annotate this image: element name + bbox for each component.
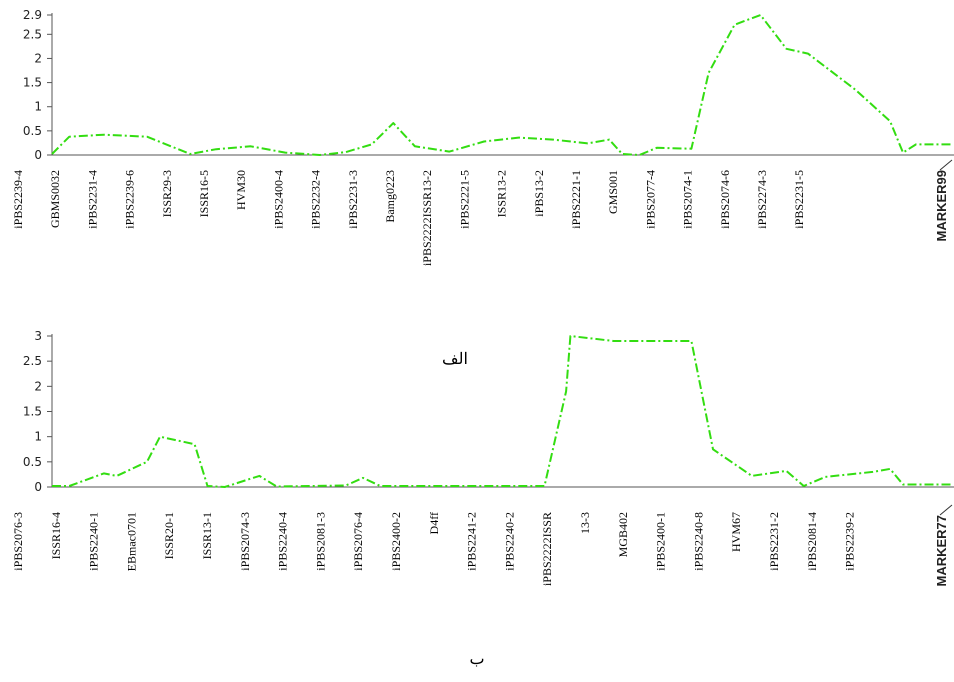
series-line (52, 335, 951, 488)
y-tick-label: 1.5 (23, 76, 42, 90)
x-tick-label: iPBS2221-5 (457, 170, 471, 229)
x-tick-label: ISSR13-2 (495, 170, 509, 217)
x-tick-label: iPBS13-2 (532, 170, 546, 217)
x-tick-label: iPBS2240-1 (87, 512, 101, 571)
y-tick-label: 2.5 (23, 27, 42, 41)
y-tick-label: 1 (34, 430, 42, 444)
chart-caption: الف (442, 349, 468, 368)
x-tick-label: iPBS2077-4 (643, 170, 657, 229)
x-tick-label: iPBS2074-3 (238, 512, 252, 571)
x-tick-label: HVM30 (234, 170, 248, 210)
series-line (51, 14, 951, 156)
y-tick-label: 0.5 (23, 455, 42, 469)
x-tick-label: iPBS2239-6 (123, 170, 137, 229)
x-tick-label: iPBS2074-6 (718, 170, 732, 229)
y-tick-label: 2.9 (23, 8, 42, 22)
marker-label: MARKER99 (934, 170, 949, 242)
y-tick-label: 2 (34, 51, 42, 65)
x-tick-label: iPBS2076-4 (351, 512, 365, 571)
x-tick-label: 13-3 (578, 512, 592, 534)
x-tick-label: iPBS2231-4 (85, 170, 99, 229)
marker-label: MARKER77 (934, 515, 949, 587)
chart-caption: ب (469, 649, 484, 668)
x-tick-label: iPBS2274-3 (755, 170, 769, 229)
x-tick-label: iPBS2081-4 (805, 512, 819, 571)
x-tick-label: GMS001 (606, 170, 620, 214)
x-tick-label: iPBS2400-2 (389, 512, 403, 571)
x-tick-label: iPBS2231-3 (346, 170, 360, 229)
y-tick-label: 0 (34, 148, 42, 162)
y-tick-label: 1.5 (23, 405, 42, 419)
chart-alef: 2.9 2.5 2 1.5 1 0.5 0 iPBS2239-4 GBMS0032 iPBS223… (11, 8, 954, 368)
x-tick-label: iPBS2239-2 (843, 512, 857, 571)
y-tick-label: 2 (34, 379, 42, 393)
x-tick-label: iPBS2074-1 (681, 170, 695, 229)
x-tick-label: iPBS2400-1 (654, 512, 668, 571)
x-tick-label: iPBS2222ISSR13-2 (420, 170, 434, 266)
y-tick-label: 1 (34, 100, 42, 114)
y-tick-label: 0.5 (23, 124, 42, 138)
x-tick-label: iPBS2240-8 (691, 512, 705, 571)
x-tick-label: iPBS2240-4 (276, 512, 290, 571)
x-tick-label: iPBS2231-2 (767, 512, 781, 571)
x-tick-label: ISSR29-3 (160, 170, 174, 217)
x-tick-label: iPBS2232-4 (309, 170, 323, 229)
x-tick-label: iPBS2240-2 (502, 512, 516, 571)
x-tick-label: ISSR16-4 (49, 512, 63, 559)
y-tick-label: 0 (34, 480, 42, 494)
x-tick-label: GBMS0032 (48, 170, 62, 228)
marker-pointer-line (939, 159, 953, 171)
x-tick-label: MGB402 (616, 512, 630, 557)
x-tick-label: iPBS2221-1 (569, 170, 583, 229)
y-tick-label: 3 (34, 329, 42, 343)
x-tick-label: D4ff (427, 512, 441, 534)
y-tick-label: 2.5 (23, 354, 42, 368)
x-tick-label: EBmac0701 (124, 512, 138, 571)
x-tick-label: iPBS2222ISSR (540, 512, 554, 586)
x-tick-label: iPBS2231-5 (792, 170, 806, 229)
x-tick-label: iPBS2400-4 (271, 170, 285, 229)
x-tick-label: ISSR20-1 (162, 512, 176, 559)
x-tick-label: iPBS2081-3 (313, 512, 327, 571)
x-tick-label: iPBS2076-3 (11, 512, 25, 571)
chart-be: 3 2.5 2 1.5 1 0.5 0 iPBS2076-3 ISSR16-4 iPBS2240-… (11, 329, 954, 668)
x-tick-label: Bamg0223 (383, 170, 397, 223)
x-tick-label: iPBS2239-4 (11, 170, 25, 229)
x-tick-label: ISSR13-1 (200, 512, 214, 559)
x-tick-label: iPBS2241-2 (465, 512, 479, 571)
x-tick-label: ISSR16-5 (197, 170, 211, 217)
marker-pointer-line (939, 504, 953, 516)
x-tick-label: HVM67 (729, 512, 743, 552)
